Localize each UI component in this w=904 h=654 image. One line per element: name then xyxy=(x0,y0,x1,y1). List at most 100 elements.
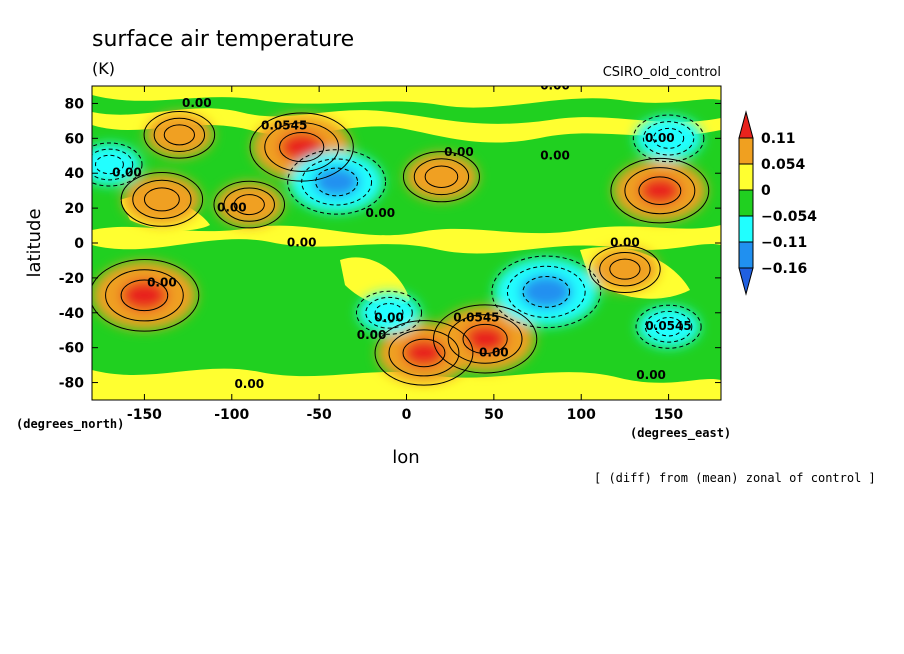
colorbar-swatch xyxy=(738,137,754,165)
contour-label: 0.00 xyxy=(540,148,570,162)
contour-line xyxy=(624,167,696,215)
contour-line xyxy=(143,111,216,159)
contour-line xyxy=(279,131,325,163)
contour-label: 0.00 xyxy=(374,311,404,325)
contour-label: 0.0545 xyxy=(261,119,307,133)
contour-label: 0.00 xyxy=(147,276,177,290)
source-label: CSIRO_old_control xyxy=(603,65,721,80)
contour-line xyxy=(374,320,474,386)
contour-label: 0.00 xyxy=(645,131,675,145)
colorbar-arrow-top xyxy=(738,110,754,139)
y-tick-label: -60 xyxy=(59,341,85,357)
contour-line xyxy=(153,117,206,152)
colorbar-label: −0.11 xyxy=(761,235,807,251)
contour-line xyxy=(315,167,359,197)
contour-label: 0.00 xyxy=(636,368,666,382)
plot-area: 0.00 0.0545 0.00 0.00 0.00 0.00 0.00 0.00 0.00 0.… xyxy=(92,78,721,400)
contour-line xyxy=(388,329,460,377)
x-tick-label: 100 xyxy=(567,407,596,423)
contour-line xyxy=(120,172,204,227)
contour-line xyxy=(143,187,180,212)
colorbar-label: −0.16 xyxy=(761,261,807,277)
contour-line xyxy=(610,157,710,224)
contour-line xyxy=(92,148,134,181)
anomaly-blob xyxy=(121,279,168,311)
y-tick-label: -80 xyxy=(59,376,85,392)
anomaly-blob xyxy=(279,132,324,162)
contour-line xyxy=(355,290,423,335)
x-axis-ticks: -150 -100 -50 0 50 100 150 xyxy=(127,86,683,423)
x-tick-label: -50 xyxy=(306,407,332,423)
y-tick-label: 80 xyxy=(65,96,85,112)
contour-line xyxy=(365,296,413,329)
contour-line xyxy=(413,158,470,196)
contour-line xyxy=(105,269,184,322)
anomaly-blob xyxy=(92,150,132,179)
contour-label: 0.00 xyxy=(610,235,640,249)
x-axis-label: lon xyxy=(392,447,419,468)
colorbar-arrow-bottom xyxy=(738,267,754,296)
contour-labels: 0.00 0.0545 0.00 0.00 0.00 0.00 0.00 0.00 0.00 0.… xyxy=(112,78,692,391)
contour-line xyxy=(632,114,705,163)
contour-line xyxy=(609,258,641,280)
colorbar-swatch xyxy=(738,215,754,243)
contour-line xyxy=(402,338,446,368)
colorbar-label: 0.11 xyxy=(761,131,796,147)
contour-line xyxy=(132,179,192,220)
anomaly-blob xyxy=(225,189,273,221)
contour-line xyxy=(92,259,200,332)
contour-line xyxy=(374,303,404,323)
contour-line xyxy=(522,275,571,308)
contour-line xyxy=(233,194,265,216)
anomaly-blob xyxy=(416,159,467,194)
contour-line xyxy=(599,252,651,287)
anomaly-blob xyxy=(638,176,681,205)
contour-label: 0.00 xyxy=(234,377,264,391)
contour-line xyxy=(638,176,682,205)
contour-line xyxy=(402,151,480,203)
colorbar-swatch xyxy=(738,163,754,191)
anomaly-blob xyxy=(313,166,360,198)
contour-line xyxy=(287,149,387,215)
anomaly-blob xyxy=(645,122,693,154)
contour-line xyxy=(506,265,586,318)
colorbar-label: −0.054 xyxy=(761,209,817,225)
contour-label: 0.00 xyxy=(540,78,570,92)
contour-line xyxy=(223,187,275,222)
contour-line xyxy=(424,165,459,188)
anomaly-blob xyxy=(646,312,691,342)
x-tick-label: -100 xyxy=(214,407,249,423)
y-axis-label: latitude xyxy=(24,208,45,277)
colorbar-swatch xyxy=(738,241,754,269)
contour-line xyxy=(589,245,661,293)
anomaly-blob xyxy=(520,274,573,309)
y-tick-label: 40 xyxy=(65,166,85,182)
y-tick-label: -40 xyxy=(59,306,85,322)
anomaly-blob xyxy=(155,119,203,151)
contour-line xyxy=(642,121,695,156)
contour-line xyxy=(264,122,340,172)
anomaly-blob xyxy=(134,181,190,218)
contour-line xyxy=(654,317,684,337)
contour-label: 0.0545 xyxy=(453,311,499,325)
x-tick-label: 0 xyxy=(402,407,412,423)
colorbar-swatch xyxy=(738,189,754,217)
y-axis-ticks: 80 60 40 20 0 -20 -40 -60 -80 xyxy=(59,96,721,392)
y-tick-label: 60 xyxy=(65,131,85,147)
contour-label: 0.0545 xyxy=(645,319,691,333)
anomaly-blob xyxy=(601,253,649,285)
contour-label: 0.00 xyxy=(287,235,317,249)
contour-label: 0.00 xyxy=(357,328,387,342)
anomaly-blob xyxy=(367,298,411,328)
contour-label: 0.00 xyxy=(365,206,395,220)
y-tick-label: 0 xyxy=(74,236,84,252)
anomaly-blob xyxy=(462,324,508,354)
contour-line xyxy=(462,323,508,355)
contour-label: 0.00 xyxy=(444,145,474,159)
contour-line xyxy=(447,314,523,364)
contour-line xyxy=(301,158,373,206)
contour-line xyxy=(120,279,169,312)
y-tick-label: -20 xyxy=(59,271,85,287)
x-tick-label: 50 xyxy=(484,407,504,423)
